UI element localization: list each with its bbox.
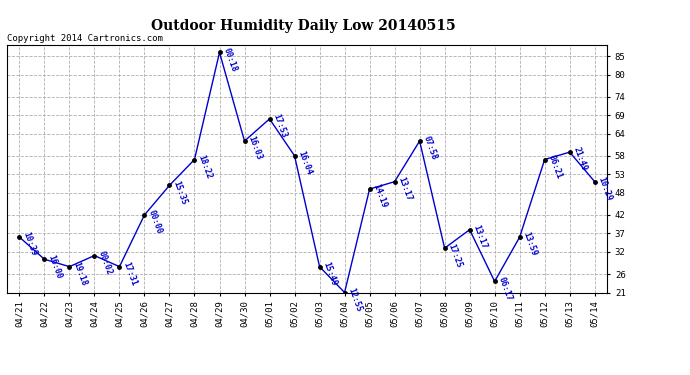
- Text: 15:35: 15:35: [172, 179, 188, 206]
- Text: 17:53: 17:53: [272, 113, 288, 140]
- Text: 19:18: 19:18: [72, 261, 88, 287]
- Text: Outdoor Humidity Daily Low 20140515: Outdoor Humidity Daily Low 20140515: [151, 19, 456, 33]
- Text: 13:59: 13:59: [522, 231, 539, 258]
- Text: 13:17: 13:17: [472, 224, 489, 250]
- Text: 17:25: 17:25: [446, 242, 464, 269]
- Text: 14:19: 14:19: [372, 183, 388, 210]
- Text: 12:55: 12:55: [346, 286, 364, 313]
- Text: 17:31: 17:31: [121, 261, 139, 287]
- Text: 15:49: 15:49: [322, 261, 339, 287]
- Text: 13:17: 13:17: [397, 176, 413, 202]
- Text: 00:18: 00:18: [221, 46, 239, 73]
- Text: 06:17: 06:17: [497, 275, 513, 302]
- Text: 21:49: 21:49: [572, 146, 589, 172]
- Text: 16:04: 16:04: [297, 150, 313, 176]
- Text: Humidity  (%): Humidity (%): [584, 30, 661, 40]
- Text: 00:02: 00:02: [97, 249, 113, 276]
- Text: 06:21: 06:21: [546, 153, 564, 180]
- Text: 00:00: 00:00: [146, 209, 164, 236]
- Text: 16:00: 16:00: [46, 253, 63, 280]
- Text: 18:22: 18:22: [197, 153, 213, 180]
- Text: 16:03: 16:03: [246, 135, 264, 162]
- Text: 10:29: 10:29: [597, 176, 613, 202]
- Text: Copyright 2014 Cartronics.com: Copyright 2014 Cartronics.com: [7, 34, 163, 43]
- Text: 07:58: 07:58: [422, 135, 439, 162]
- Text: 10:39: 10:39: [21, 231, 39, 258]
